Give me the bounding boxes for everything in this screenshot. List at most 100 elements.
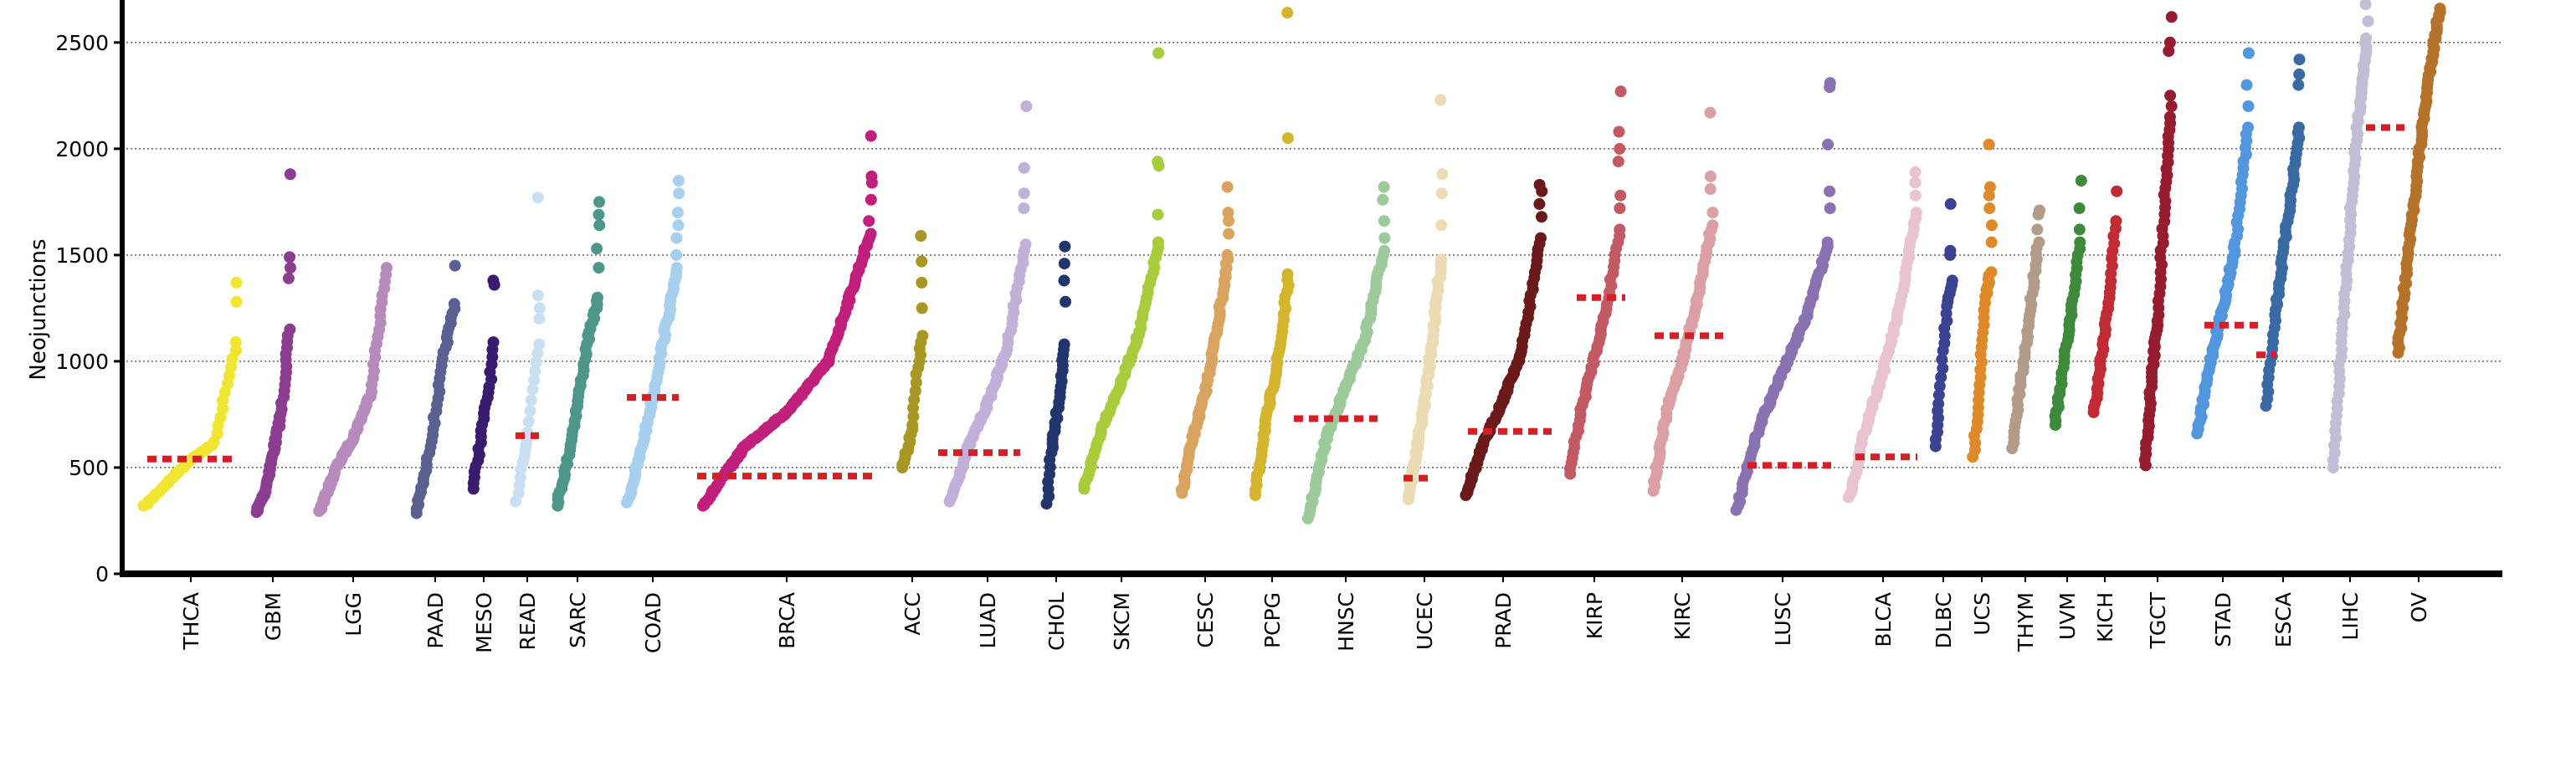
data-point <box>1378 244 1391 257</box>
data-point <box>1932 389 1945 402</box>
data-point <box>448 298 460 310</box>
y-axis-label: Neojunctions <box>26 238 51 380</box>
x-tick-label: LUAD <box>976 592 1000 648</box>
x-tick-label: BLCA <box>1871 592 1896 647</box>
data-point <box>1221 181 1234 193</box>
data-point <box>2242 100 2255 112</box>
data-point <box>1436 168 1449 181</box>
data-point <box>1019 238 1032 251</box>
series-sarc <box>552 196 606 512</box>
series-ov <box>2392 3 2446 359</box>
data-point <box>2163 36 2176 49</box>
data-point <box>1018 161 1030 174</box>
data-point <box>916 302 928 315</box>
data-point <box>1221 248 1234 261</box>
series-lusc <box>1730 77 1836 516</box>
series-thym <box>2006 204 2045 455</box>
data-point <box>915 230 927 242</box>
data-point <box>217 402 229 415</box>
data-point <box>1946 274 1958 287</box>
x-tick-label: KIRC <box>1670 592 1695 640</box>
data-point <box>1018 202 1030 214</box>
data-point <box>1058 338 1070 350</box>
series-points <box>137 0 2446 524</box>
data-point <box>2034 204 2045 217</box>
x-tick-label: STAD <box>2211 592 2235 647</box>
series-kich <box>2087 185 2123 418</box>
x-tick-label: CESC <box>1193 592 1218 648</box>
data-point <box>671 207 684 219</box>
series-esca <box>2260 54 2306 412</box>
data-point <box>2293 121 2305 134</box>
series-blca <box>1842 166 1922 504</box>
data-point <box>1822 138 1835 151</box>
data-point <box>531 192 544 204</box>
data-point <box>1281 132 1294 145</box>
data-point <box>1223 228 1235 240</box>
data-point <box>528 374 541 386</box>
data-point <box>1985 219 1998 232</box>
x-tick-label: COAD <box>641 592 665 653</box>
axes: 0 500 1000 1500 2000 2500 THCA GBM LGG PAAD MESO RE… <box>55 0 2502 653</box>
data-point <box>524 405 536 417</box>
data-point <box>916 276 928 289</box>
data-point <box>381 262 393 274</box>
data-point <box>1985 266 1998 279</box>
data-point <box>863 215 875 228</box>
series-kirc <box>1647 106 1719 497</box>
series-lgg <box>313 262 393 517</box>
data-point <box>1614 202 1626 214</box>
data-point <box>525 394 537 407</box>
data-point <box>1018 187 1030 200</box>
data-point <box>229 336 242 349</box>
data-point <box>1059 240 1071 253</box>
series-dlbc <box>1929 197 1958 453</box>
series-hnsc <box>1301 181 1391 524</box>
x-tick-label: KICH <box>2093 592 2117 642</box>
y-tick-label: 2500 <box>55 31 109 55</box>
series-paad <box>410 259 461 519</box>
data-point <box>1983 202 1996 214</box>
x-tick-label: TGCT <box>2146 591 2170 649</box>
data-point <box>530 356 542 368</box>
data-point <box>593 196 605 208</box>
median-markers <box>147 124 2404 482</box>
y-tick-label: 0 <box>95 562 109 586</box>
data-point <box>2073 223 2086 236</box>
data-point <box>1613 125 1625 138</box>
data-point <box>1060 295 1072 308</box>
data-point <box>865 170 878 182</box>
data-point <box>1704 170 1716 182</box>
data-point <box>1704 106 1716 119</box>
data-point <box>230 345 242 356</box>
x-tick-label: PAAD <box>423 592 448 649</box>
data-point <box>230 295 243 308</box>
data-point <box>533 313 546 325</box>
data-point <box>1435 253 1448 265</box>
data-point <box>1985 236 1998 248</box>
series-read <box>510 192 546 508</box>
x-tick-label: SKCM <box>1110 592 1134 651</box>
data-point <box>1378 232 1391 244</box>
series-uvm <box>2049 175 2087 432</box>
data-point <box>2293 68 2306 80</box>
y-tick-label: 1000 <box>55 350 109 374</box>
data-point <box>909 385 921 397</box>
series-kirp <box>1563 85 1627 480</box>
data-point <box>1152 236 1164 248</box>
data-point <box>1944 197 1957 210</box>
data-point <box>529 365 541 377</box>
data-point <box>591 243 603 255</box>
data-point <box>673 187 685 200</box>
data-point <box>907 402 920 414</box>
data-point <box>487 274 500 287</box>
x-tick-label: GBM <box>261 592 285 641</box>
data-point <box>2075 175 2087 187</box>
data-point <box>865 193 877 206</box>
x-tick-label: ESCA <box>2271 592 2296 647</box>
x-tick-label: OV <box>2407 592 2431 622</box>
data-point <box>284 323 296 335</box>
series-coad <box>620 175 685 509</box>
data-point <box>907 411 920 422</box>
